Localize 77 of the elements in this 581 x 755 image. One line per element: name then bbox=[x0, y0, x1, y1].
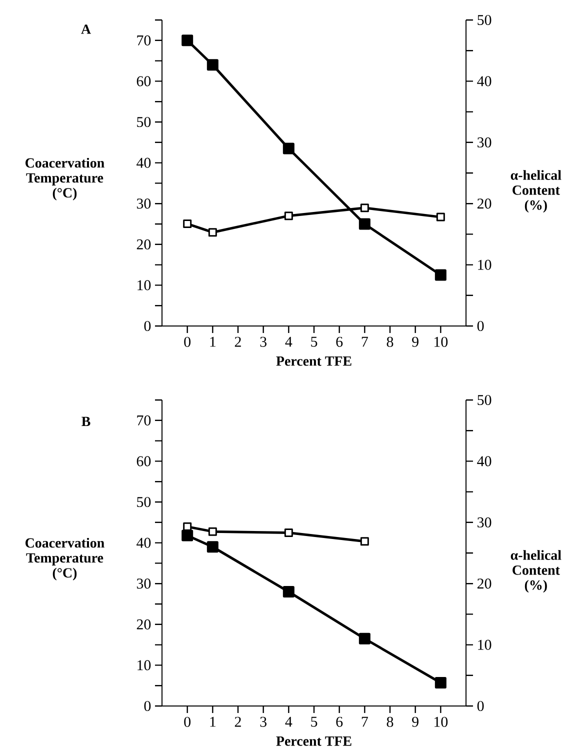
x-tick-label: 2 bbox=[234, 716, 241, 727]
point bbox=[208, 228, 217, 237]
x-tick-label: 4 bbox=[285, 336, 292, 347]
y-tick-label: 60 bbox=[136, 456, 151, 466]
y2-tick-label: 10 bbox=[478, 260, 492, 270]
x-tick-label: 9 bbox=[412, 716, 418, 727]
x-tick-label: 7 bbox=[362, 336, 368, 347]
y-tick-label: 40 bbox=[136, 158, 151, 168]
y2-tick-label: 20 bbox=[477, 198, 492, 209]
y-tick-label: 20 bbox=[136, 619, 151, 630]
point bbox=[434, 269, 446, 281]
y2-tick-label: 10 bbox=[478, 640, 492, 650]
y-tick-label: 60 bbox=[136, 76, 151, 86]
x-tick-label: 8 bbox=[386, 716, 394, 727]
y2-tick-label: 30 bbox=[478, 137, 492, 148]
point bbox=[360, 537, 369, 546]
point bbox=[282, 586, 294, 598]
point bbox=[282, 142, 294, 154]
y-tick-label: 50 bbox=[137, 116, 151, 128]
x-tick-label: 5 bbox=[311, 716, 318, 727]
y2-tick-label: 40 bbox=[477, 76, 492, 86]
y-tick-label: 70 bbox=[137, 35, 151, 46]
x-tick-label: 0 bbox=[184, 336, 191, 347]
x-tick-label: 5 bbox=[311, 336, 318, 347]
point bbox=[434, 676, 446, 688]
x-axis-title: Percent TFE bbox=[276, 356, 352, 366]
x-tick-label: 1 bbox=[210, 336, 216, 347]
y-axis-title: Coacervation Temperature (°C) bbox=[26, 538, 104, 580]
x-tick-label: 4 bbox=[285, 716, 292, 727]
point bbox=[206, 59, 218, 71]
y2-axis-title: α-helical Content (%) bbox=[510, 170, 562, 213]
x-tick-label: 1 bbox=[210, 716, 216, 727]
y2-tick-label: 0 bbox=[477, 700, 484, 712]
x-tick-label: 9 bbox=[412, 336, 418, 347]
point bbox=[436, 212, 445, 222]
y2-tick-label: 20 bbox=[477, 578, 492, 589]
y-tick-label: 10 bbox=[138, 660, 151, 670]
y-tick-label: 30 bbox=[136, 578, 151, 589]
point bbox=[182, 34, 194, 46]
x-tick-label: 3 bbox=[260, 716, 266, 727]
x-axis-title: Percent TFE bbox=[276, 736, 352, 746]
point bbox=[358, 218, 370, 230]
y2-tick-label: 0 bbox=[477, 320, 484, 332]
x-tick-label: 8 bbox=[386, 336, 394, 347]
point bbox=[358, 632, 370, 644]
y-tick-label: 40 bbox=[136, 538, 151, 548]
y2-tick-label: 50 bbox=[478, 394, 492, 406]
x-tick-label: 6 bbox=[336, 336, 343, 347]
chart-title: A bbox=[81, 24, 91, 34]
y-tick-label: 10 bbox=[138, 280, 151, 290]
point bbox=[284, 528, 293, 538]
y2-axis-title: α-helical Content (%) bbox=[510, 550, 562, 593]
point bbox=[284, 212, 293, 220]
y2-tick-label: 40 bbox=[477, 456, 492, 466]
y-axis-title: Coacervation Temperature (°C) bbox=[26, 158, 104, 200]
point bbox=[182, 530, 194, 542]
y-tick-label: 0 bbox=[144, 700, 151, 712]
x-tick-label: 10 bbox=[434, 716, 448, 727]
text: B bbox=[82, 416, 90, 426]
point bbox=[206, 541, 218, 553]
x-tick-label: 7 bbox=[362, 716, 368, 727]
y2-tick-label: 50 bbox=[478, 14, 492, 26]
x-tick-label: 6 bbox=[336, 716, 343, 727]
y-tick-label: 50 bbox=[137, 496, 151, 508]
y-tick-label: 20 bbox=[136, 239, 151, 250]
y2-tick-label: 30 bbox=[478, 517, 492, 528]
point bbox=[208, 527, 217, 536]
point bbox=[183, 522, 192, 531]
point bbox=[183, 220, 192, 228]
y-tick-label: 70 bbox=[137, 415, 151, 426]
y-tick-label: 30 bbox=[136, 198, 151, 209]
x-tick-label: 2 bbox=[234, 336, 241, 347]
x-tick-label: 10 bbox=[434, 336, 448, 347]
x-tick-label: 0 bbox=[184, 716, 191, 727]
x-tick-label: 3 bbox=[260, 336, 266, 347]
point bbox=[360, 204, 369, 212]
y-tick-label: 0 bbox=[144, 320, 151, 332]
